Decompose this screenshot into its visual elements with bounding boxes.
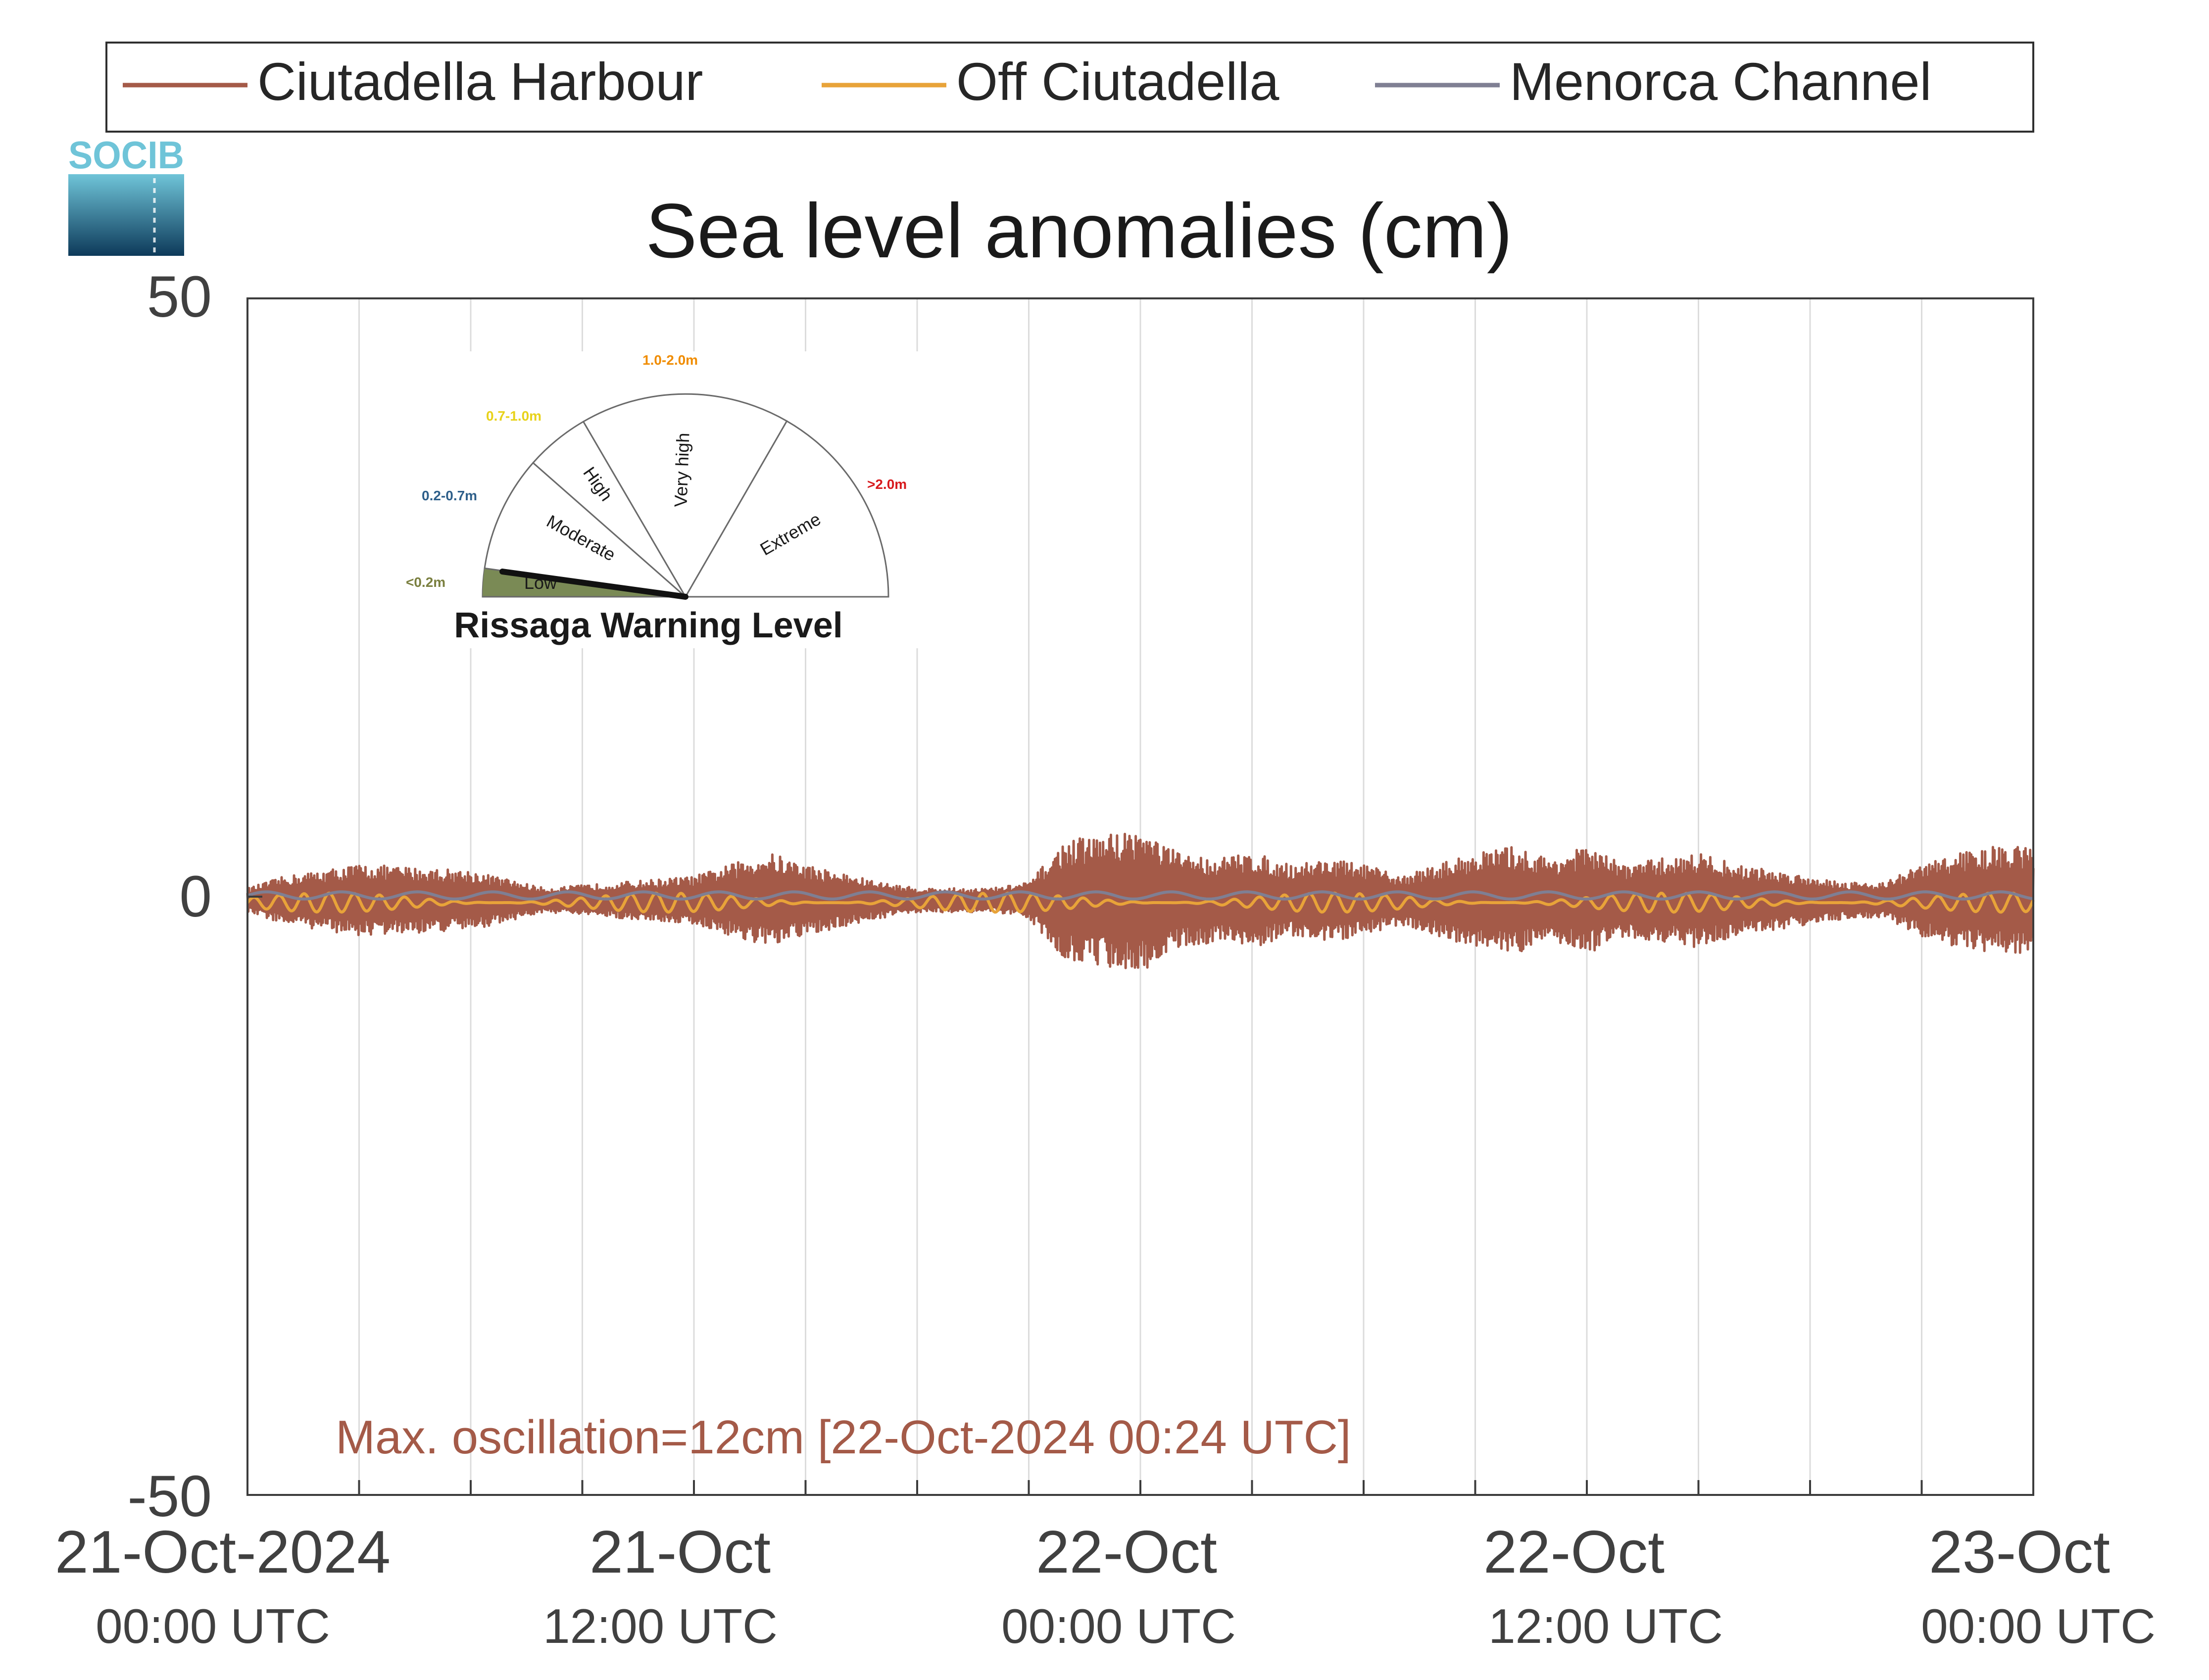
- y-tick-label: 50: [147, 264, 212, 330]
- x-tick-label-time: 12:00 UTC: [1488, 1599, 1723, 1653]
- y-tick-label: 0: [179, 864, 212, 929]
- x-tick-label-time: 12:00 UTC: [543, 1599, 778, 1653]
- axis-ticks: [247, 297, 1923, 1496]
- legend: Ciutadella Harbour Off Ciutadella Menorc…: [105, 42, 2034, 133]
- x-tick-labels: 21-Oct-2024 00:00 UTC 21-Oct 12:00 UTC 2…: [55, 1518, 2156, 1653]
- x-tick-label-date: 21-Oct: [589, 1518, 771, 1585]
- max-oscillation-annotation: Max. oscillation=12cm [22-Oct-2024 00:24…: [336, 1411, 1351, 1464]
- legend-label-menorca-channel: Menorca Channel: [1510, 51, 1932, 111]
- x-tick-label-time: 00:00 UTC: [96, 1599, 330, 1653]
- socib-logo: SOCIB: [68, 133, 184, 256]
- gauge-range-label-low: <0.2m: [406, 575, 445, 590]
- chart-title: Sea level anomalies (cm): [645, 188, 1512, 274]
- series-menorca-channel: [247, 890, 2034, 901]
- legend-label-off-ciutadella: Off Ciutadella: [956, 51, 1279, 111]
- legend-label-ciutadella-harbour: Ciutadella Harbour: [257, 51, 703, 111]
- series-off-ciutadella: [246, 891, 2035, 914]
- gauge-segment-very-high: [582, 393, 788, 598]
- x-tick-label-time: 00:00 UTC: [1921, 1599, 2156, 1653]
- x-tick-label-date: 23-Oct: [1929, 1518, 2110, 1585]
- series-layer: [246, 832, 2035, 969]
- y-tick-label: -50: [127, 1464, 212, 1529]
- rissaga-warning-gauge: Low Moderate High Very high Extreme <0.2…: [406, 351, 923, 648]
- gauge-segment-moderate: [484, 462, 688, 598]
- x-tick-label-date: 22-Oct: [1036, 1518, 1217, 1585]
- gauge-range-label-moderate: 0.2-0.7m: [422, 488, 477, 503]
- x-tick-label-date: 22-Oct: [1483, 1518, 1665, 1585]
- socib-logo-text: SOCIB: [68, 133, 184, 177]
- x-tick-label-date: 21-Oct-2024: [55, 1518, 391, 1585]
- gauge-range-label-high: 0.7-1.0m: [486, 408, 541, 424]
- gauge-segment-label-very-high: Very high: [670, 432, 693, 507]
- gauge-range-label-extreme: >2.0m: [867, 477, 907, 492]
- gauge-range-label-very-high: 1.0-2.0m: [642, 352, 698, 368]
- x-tick-label-time: 00:00 UTC: [1001, 1599, 1236, 1653]
- gauge-needle: [499, 569, 688, 600]
- gauge-title: Rissaga Warning Level: [454, 606, 843, 645]
- gauge-segment-extreme: [684, 420, 889, 598]
